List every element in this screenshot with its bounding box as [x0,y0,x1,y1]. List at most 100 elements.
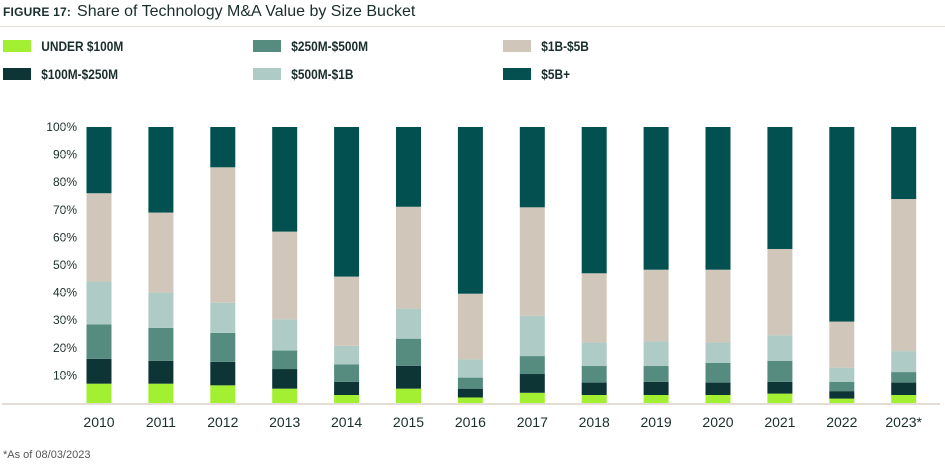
bar-segment [457,293,483,360]
x-tick-label: 2019 [641,414,672,430]
legend-label: $250M-$500M [291,38,368,54]
bar-segment [891,372,917,383]
bar-segment [148,327,174,361]
x-tick-label: 2016 [455,414,486,430]
bar-segment [396,308,421,339]
x-tick-label: 2010 [83,414,114,430]
legend-item: $250M-$500M [253,38,368,54]
x-tick-label: 2015 [393,414,424,430]
bar-segment [396,127,421,207]
bar-segment [148,383,174,403]
bar-segment [210,385,236,403]
legend: UNDER $100M $100M-$250M $250M-$500M $500M-$… [0,36,945,88]
legend-item: $100M-$250M [3,66,118,82]
figure-label: FIGURE 17: [3,5,72,19]
bar-segment [581,127,607,274]
legend-item: $5B+ [503,66,570,82]
legend-item: $500M-$1B [253,66,353,82]
bar-segment [829,398,855,403]
bar-segment [705,127,731,270]
x-tick-label: 2011 [146,414,176,430]
bar-segment [891,199,917,352]
bar-segment [86,324,112,359]
bar-segment [148,292,174,328]
bar-segment [767,381,793,394]
bar-segment [272,231,298,320]
legend-label: $1B-$5B [541,38,589,54]
bar-segment [272,350,298,370]
x-tick-label: 2013 [269,414,300,430]
bar-segment [643,394,669,403]
legend-item: UNDER $100M [3,38,123,54]
bar-segment [210,167,236,303]
bar-segment [829,127,855,322]
bar-segment [272,388,298,403]
bar-segment [581,273,607,343]
bar-segment [334,381,360,395]
bar-segment [643,341,669,367]
bar-segment [891,382,917,395]
bar-segment [334,127,360,277]
bar-segment [705,362,731,383]
x-tick-label: 2022 [826,414,857,430]
bar-segment [86,193,112,282]
bar-segment [457,388,483,398]
bar-segment [457,377,483,389]
bar-segment [86,127,112,194]
x-tick-label: 2023* [885,414,922,430]
x-tick-label: 2018 [579,414,610,430]
bar-segment [210,127,236,168]
bar-segment [396,206,421,309]
legend-item: $1B-$5B [503,38,589,54]
chart-title: FIGURE 17: Share of Technology M&A Value … [3,3,415,21]
bar-segment [272,369,298,389]
bar-segment [705,394,731,403]
bar-segment [334,345,360,365]
legend-swatch [503,68,532,80]
bar-segment [643,269,669,342]
bar-segment [767,335,793,361]
bar-segment [210,302,236,333]
legend-label: $100M-$250M [41,66,118,82]
bar-segment [767,393,793,403]
title-text: Share of Technology M&A Value by Size Bu… [77,3,416,20]
legend-swatch [3,68,32,80]
x-tick-label: 2020 [702,414,733,430]
bar-segment [334,364,360,382]
bar-segment [767,248,793,336]
legend-swatch [253,40,282,52]
bar-segment [581,366,607,383]
bar-segment [829,381,855,392]
legend-swatch [3,40,32,52]
x-tick-label: 2014 [331,414,362,430]
legend-swatch [503,40,532,52]
bar-segment [396,365,421,389]
x-tick-label: 2021 [764,414,795,430]
bar-segment [334,276,360,346]
bar-segment [519,356,545,375]
bar-segment [643,127,669,270]
bar-segment [148,127,174,213]
bar-segment [210,332,236,362]
bar-segment [891,394,917,403]
legend-label: $5B+ [541,66,571,82]
bar-segment [829,321,855,368]
bar-segment [705,342,731,363]
bar-segment [148,360,174,384]
bar-segment [519,374,545,393]
bar-segment [396,338,421,366]
bar-segment [891,127,917,200]
bar-segment [272,127,298,232]
bar-segment [581,342,607,367]
bar-segment [519,315,545,357]
bar-segment [396,388,421,403]
bar-segment [643,366,669,382]
bar-segment [457,397,483,403]
bar-segment [457,359,483,378]
stacked-bar-chart: 10%20%30%40%50%60%70%80%90%100%2010 2011 2… [2,120,940,430]
footnote: *As of 08/03/2023 [3,449,91,461]
legend-label: UNDER $100M [41,38,124,54]
x-tick-label: 2017 [517,414,548,430]
bar-segment [767,127,793,249]
bar-segment [86,383,112,403]
